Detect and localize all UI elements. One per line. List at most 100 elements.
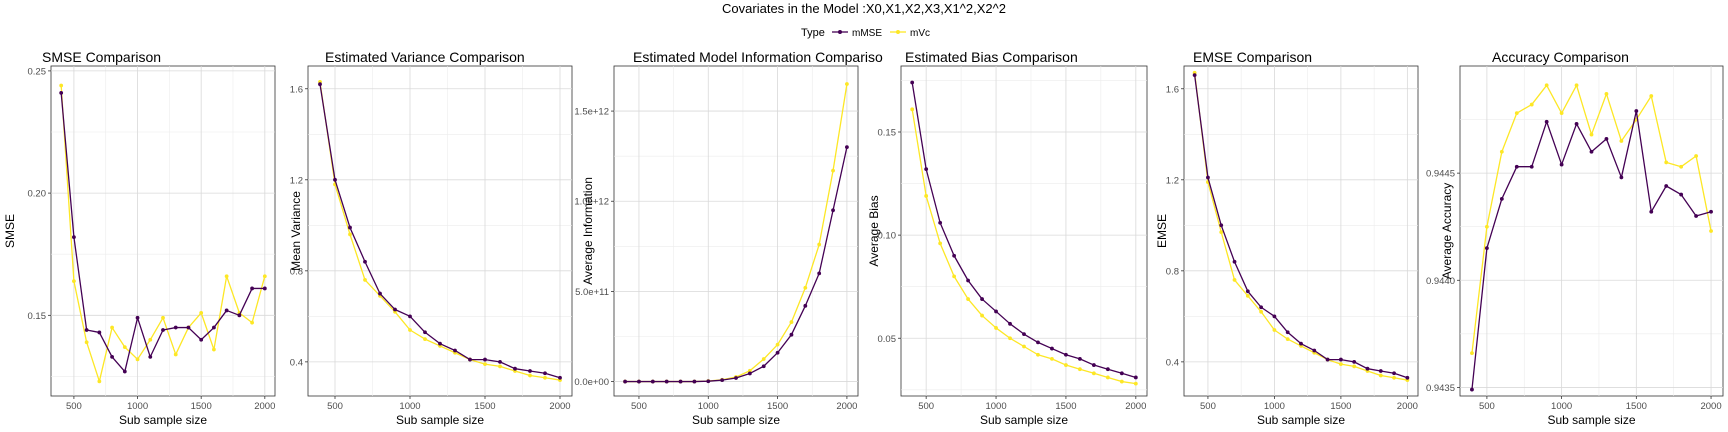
y-tick-label: 1.6: [290, 84, 303, 95]
y-tick-label: 0.4: [290, 357, 303, 368]
data-point-mVc: [161, 315, 165, 320]
x-tick-label: 1500: [191, 401, 212, 412]
x-tick-label: 1500: [474, 401, 495, 412]
data-point-mMSE: [72, 235, 76, 240]
plot-area: [613, 65, 859, 397]
legend-label-1: mVc: [910, 28, 930, 39]
data-point-mVc: [910, 107, 915, 112]
data-point-mVc: [1529, 102, 1534, 107]
data-point-mMSE: [1514, 164, 1519, 169]
x-tick-label: 2000: [836, 401, 857, 412]
plot-area: [50, 65, 276, 397]
y-axis-label: Average Accuracy: [1440, 183, 1454, 280]
data-point-mVc: [59, 83, 64, 88]
data-point-mMSE: [1484, 246, 1489, 251]
data-point-mVc: [1392, 375, 1396, 380]
data-point-mVc: [1470, 351, 1474, 356]
data-point-mMSE: [831, 208, 835, 213]
data-point-mMSE: [1036, 340, 1040, 345]
data-point-mVc: [1378, 373, 1383, 378]
x-tick-label: 1500: [1330, 401, 1351, 412]
data-point-mMSE: [1694, 214, 1699, 218]
data-point-mMSE: [734, 376, 738, 380]
data-point-mMSE: [237, 313, 242, 318]
series-mMSE: [1192, 73, 1410, 380]
legend: Type mMSE mVc: [801, 27, 930, 39]
data-point-mMSE: [1105, 367, 1110, 372]
data-point-mMSE: [1470, 387, 1474, 392]
x-tick-label: 1000: [399, 401, 420, 412]
y-tick-label: 1.2: [1166, 175, 1179, 186]
data-point-mMSE: [453, 348, 457, 353]
data-point-mMSE: [186, 325, 191, 330]
data-point-mMSE: [938, 220, 943, 225]
data-point-mMSE: [122, 369, 127, 374]
data-point-mVc: [1619, 139, 1624, 143]
data-point-mMSE: [1529, 164, 1534, 169]
data-point-mMSE: [761, 364, 766, 369]
y-axis-label: Average Information: [581, 177, 595, 285]
panel-0: SMSE Comparison 500 1000 1500 2000 0.15 0.20 0.…: [3, 49, 276, 427]
data-point-mVc: [262, 274, 267, 279]
figure-title: Covariates in the Model :X0,X1,X2,X3,X1^…: [722, 1, 1006, 16]
data-point-mMSE: [706, 379, 711, 384]
data-point-mMSE: [1312, 348, 1317, 353]
data-point-mMSE: [1272, 314, 1277, 319]
data-point-mVc: [1022, 344, 1026, 349]
series-mVc: [910, 107, 1138, 386]
data-point-mMSE: [952, 253, 957, 258]
data-point-mMSE: [59, 90, 64, 95]
data-point-mVc: [952, 274, 957, 279]
data-point-mVc: [408, 328, 412, 332]
data-point-mVc: [423, 337, 427, 342]
x-tick-label: 500: [66, 401, 82, 412]
data-point-mMSE: [224, 308, 229, 313]
data-point-mMSE: [363, 259, 367, 264]
data-point-mMSE: [1050, 346, 1054, 351]
legend-key-point-1: [896, 30, 900, 34]
data-point-mMSE: [692, 379, 697, 384]
data-point-mMSE: [1232, 259, 1237, 264]
data-point-mVc: [250, 320, 254, 325]
series-mVc: [59, 83, 267, 384]
data-point-mMSE: [543, 371, 547, 376]
data-point-mMSE: [1544, 119, 1549, 124]
data-point-mMSE: [1285, 330, 1290, 335]
chart-panels: SMSE Comparison 500 1000 1500 2000 0.15 0.20 0.…: [3, 49, 1724, 427]
data-point-mMSE: [1604, 136, 1609, 141]
data-point-mMSE: [348, 225, 352, 230]
panel-title: Estimated Bias Comparison: [905, 49, 1078, 65]
data-point-mVc: [775, 342, 780, 347]
y-tick-label: 0.8: [290, 266, 303, 277]
plot-area: [900, 65, 1148, 397]
data-point-mMSE: [1133, 375, 1138, 380]
data-point-mVc: [1272, 328, 1277, 332]
x-axis-label: Sub sample size: [692, 413, 780, 427]
data-point-mVc: [1285, 337, 1290, 342]
data-point-mMSE: [1589, 149, 1594, 154]
data-point-mMSE: [558, 375, 562, 380]
x-tick-label: 1000: [1551, 401, 1572, 412]
y-tick-label: 1.2: [290, 175, 303, 186]
data-point-mMSE: [318, 82, 322, 87]
data-point-mMSE: [775, 350, 780, 355]
x-tick-label: 1500: [1626, 401, 1647, 412]
data-point-mMSE: [1378, 369, 1383, 373]
data-point-mVc: [761, 357, 766, 361]
data-point-mMSE: [994, 309, 998, 314]
data-point-mMSE: [1352, 359, 1357, 364]
y-tick-label: 0.9435: [1426, 383, 1455, 394]
data-point-mVc: [224, 274, 229, 279]
x-axis-label: Sub sample size: [1257, 413, 1345, 427]
data-point-mMSE: [966, 278, 970, 283]
data-point-mMSE: [789, 332, 794, 337]
series-mMSE: [910, 80, 1138, 380]
data-point-mVc: [817, 242, 822, 247]
data-point-mVc: [1604, 91, 1609, 96]
panel-title: Accuracy Comparison: [1492, 49, 1629, 65]
data-point-mVc: [1499, 149, 1504, 154]
data-point-mMSE: [1064, 352, 1068, 357]
data-point-mMSE: [483, 357, 487, 362]
y-tick-label: 0.20: [28, 189, 47, 200]
